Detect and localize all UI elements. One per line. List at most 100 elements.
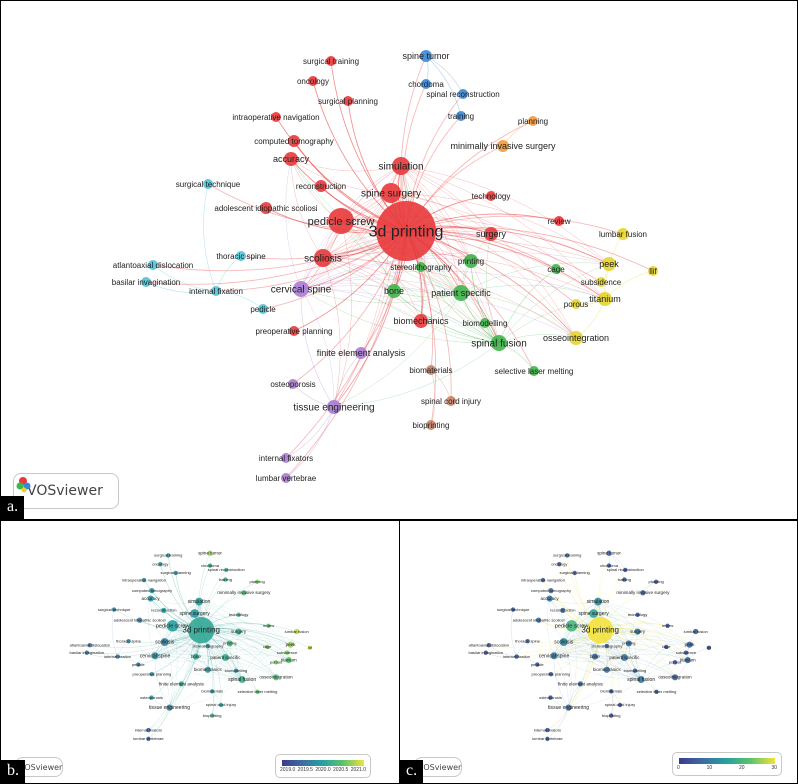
node-label: printing bbox=[223, 641, 236, 646]
node-label: spinal reconstruction bbox=[426, 90, 499, 99]
node-bioprinting bbox=[210, 713, 215, 718]
network-link bbox=[624, 657, 676, 678]
node-label: spinal cord injury bbox=[421, 397, 481, 406]
node-preoperative-planning bbox=[289, 326, 299, 336]
node-spine-tumor bbox=[207, 550, 213, 556]
network-link bbox=[400, 165, 472, 262]
network-link bbox=[460, 284, 606, 300]
node-tissue-engineering bbox=[166, 704, 173, 711]
node-atlantoaxial-dislocation bbox=[148, 260, 158, 270]
network-link bbox=[89, 645, 118, 657]
node-peek bbox=[686, 641, 693, 648]
node-spinal-fusion bbox=[238, 675, 246, 683]
network-link bbox=[169, 625, 178, 708]
node-computed-tomography bbox=[288, 135, 300, 147]
network-link bbox=[460, 262, 610, 294]
network-link bbox=[635, 631, 642, 680]
network-link bbox=[148, 598, 156, 656]
node-label: osseointegration bbox=[658, 675, 692, 680]
node-adolescent-idiopathic-scoliosi bbox=[260, 202, 272, 214]
node-simulation bbox=[594, 597, 602, 606]
node-label: porous bbox=[564, 300, 588, 309]
node-bioprinting bbox=[609, 713, 614, 718]
node-lumbar-vertebrae bbox=[281, 473, 291, 483]
network-link bbox=[300, 288, 335, 408]
network-link bbox=[510, 609, 517, 657]
node-minimally-invasive-surgery bbox=[241, 590, 247, 596]
node-osseointegration bbox=[569, 331, 583, 345]
node-label: bone bbox=[384, 286, 404, 296]
node-label: llif bbox=[649, 267, 657, 276]
node-cage bbox=[664, 644, 669, 650]
network-link bbox=[553, 655, 642, 680]
network-link bbox=[593, 613, 688, 661]
node-spine-surgery bbox=[190, 609, 200, 618]
node-label: adolescent idiopathic scoliosi bbox=[114, 617, 166, 622]
network-link bbox=[152, 230, 407, 272]
node-cervical-spine bbox=[550, 652, 558, 660]
node-internal-fixation bbox=[115, 654, 120, 659]
network-link bbox=[150, 598, 200, 604]
network-link bbox=[172, 625, 243, 680]
node-label: surgical planning bbox=[161, 570, 191, 575]
network-link bbox=[172, 625, 289, 661]
network-link bbox=[553, 655, 642, 680]
node-label: accuracy bbox=[540, 596, 559, 601]
network-link bbox=[164, 601, 200, 643]
node-pedicle bbox=[136, 662, 141, 667]
node-planning bbox=[653, 579, 659, 584]
node-label: surgical technique bbox=[176, 180, 241, 189]
network-link bbox=[597, 601, 638, 632]
node-spine-surgery bbox=[381, 183, 401, 203]
node-label: osseointegration bbox=[259, 675, 293, 680]
network-link bbox=[194, 613, 291, 645]
node-intraoperative-navigation bbox=[141, 577, 147, 583]
network-link bbox=[470, 260, 500, 344]
node-label: tissue engineering bbox=[149, 705, 190, 711]
network-link bbox=[553, 655, 569, 708]
node-label: biomaterials bbox=[201, 689, 223, 694]
node-lumbar-fusion bbox=[693, 628, 699, 635]
network-link bbox=[164, 641, 208, 670]
node-label: tissue engineering bbox=[293, 403, 374, 414]
node-label: patient specific bbox=[210, 655, 241, 660]
network-link bbox=[194, 613, 289, 661]
node-biomaterials bbox=[426, 365, 436, 375]
node-label: subsidence bbox=[581, 278, 622, 287]
node-label: finite element analysis bbox=[317, 348, 406, 358]
network-link bbox=[154, 655, 243, 680]
network-link bbox=[563, 641, 607, 670]
network-link bbox=[290, 158, 462, 294]
node-training bbox=[622, 577, 627, 582]
network-link bbox=[553, 647, 688, 661]
node-label: scoliosis bbox=[155, 640, 175, 646]
node-label: minimally invasive surgery bbox=[217, 590, 271, 595]
node-label: adolescent idiopathic scoliosi bbox=[214, 204, 317, 213]
node-patient-specific bbox=[221, 653, 229, 661]
legend-tick: 30 bbox=[771, 765, 777, 771]
network-link bbox=[198, 601, 230, 644]
network-link bbox=[549, 598, 625, 658]
network-link bbox=[154, 651, 226, 658]
node-label: biomodelling bbox=[463, 319, 508, 328]
network-link bbox=[164, 641, 243, 680]
node-label: titanium bbox=[281, 658, 297, 663]
node-label: accuracy bbox=[273, 154, 310, 164]
network-link bbox=[145, 230, 407, 285]
node-oncology bbox=[557, 562, 562, 567]
network-link bbox=[333, 342, 500, 408]
node-basilar-invagination bbox=[483, 650, 488, 655]
node-minimally-invasive-surgery bbox=[640, 590, 646, 596]
network-link bbox=[300, 270, 606, 300]
node-label: lumbar fusion bbox=[285, 629, 309, 634]
node-biomechanics bbox=[414, 314, 428, 328]
node-llif bbox=[307, 645, 313, 650]
color-scale-legend: 0 10 20 30 bbox=[672, 752, 782, 776]
network-link bbox=[597, 601, 676, 678]
node-patient-specific bbox=[453, 285, 469, 301]
network-link bbox=[300, 288, 422, 322]
network-link bbox=[641, 644, 690, 680]
node-review bbox=[554, 216, 564, 226]
network-link bbox=[571, 625, 642, 680]
